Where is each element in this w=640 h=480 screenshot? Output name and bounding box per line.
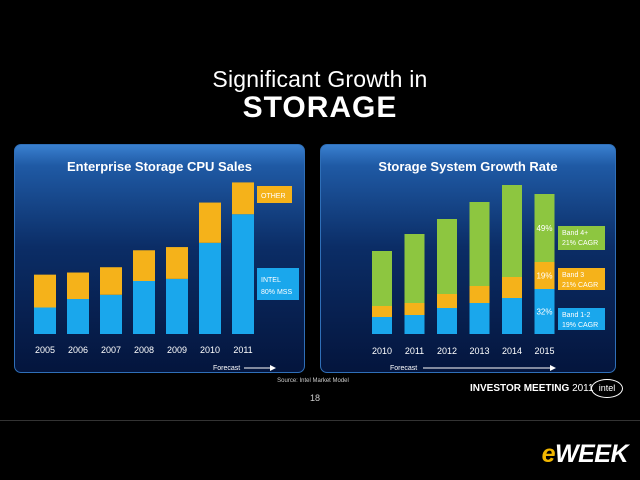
chart-title-cpu-sales: Enterprise Storage CPU Sales bbox=[67, 159, 252, 174]
chart-title-growth-rate: Storage System Growth Rate bbox=[378, 159, 558, 174]
legend-sublabel-band-4-: 21% CAGR bbox=[562, 240, 598, 247]
cpu-sales-bar-2010-other bbox=[199, 202, 221, 243]
growth-rate-bar-2014-band-3 bbox=[502, 277, 522, 298]
forecast-label: Forecast bbox=[213, 365, 240, 372]
page-number: 18 bbox=[309, 393, 320, 403]
growth-rate-x-tick-label: 2015 bbox=[534, 346, 554, 356]
growth-rate-x-tick-label: 2011 bbox=[405, 346, 424, 356]
cpu-sales-bar-2005-intel bbox=[34, 307, 56, 334]
growth-rate-bar-2010-band-4- bbox=[372, 251, 392, 306]
footer-event-name: INVESTOR MEETING bbox=[470, 383, 570, 394]
cpu-sales-x-tick-label: 2009 bbox=[167, 345, 187, 355]
growth-rate-x-tick-label: 2013 bbox=[469, 346, 489, 356]
growth-rate-bar-2012-band-1-2 bbox=[437, 308, 457, 334]
growth-rate-bar-2011-band-1-2 bbox=[404, 315, 425, 334]
cpu-sales-bar-2006-other bbox=[67, 272, 89, 300]
chart-cpu-sales: 2005 2006 2007 2008 2009 2010 2011 OTHER INTEL 80… bbox=[34, 182, 299, 372]
growth-rate-bar-2010-band-1-2 bbox=[372, 317, 392, 334]
bar-label-2015-band-4-: 49% bbox=[536, 224, 552, 233]
legend-sublabel-intel: 80% MSS bbox=[261, 289, 292, 296]
cpu-sales-bar-2007-other bbox=[100, 267, 122, 295]
legend-sublabel-band-1-2: 19% CAGR bbox=[562, 322, 598, 329]
footer-event-year: 2011 bbox=[572, 383, 594, 394]
legend-label-other: OTHER bbox=[261, 193, 286, 200]
forecast-label-2: Forecast bbox=[390, 365, 417, 372]
eweek-watermark: eWEEK bbox=[541, 440, 629, 469]
growth-rate-bar-2014-band-4- bbox=[502, 185, 522, 277]
eweek-e: e bbox=[541, 440, 556, 468]
cpu-sales-bar-2011-other bbox=[232, 182, 254, 215]
cpu-sales-bar-2007-intel bbox=[100, 294, 122, 334]
eweek-rest: WEEK bbox=[555, 440, 629, 468]
legend-box-band-3 bbox=[558, 268, 605, 290]
forecast-arrow-head bbox=[270, 365, 276, 371]
growth-rate-x-tick-label: 2010 bbox=[372, 346, 392, 356]
growth-rate-bar-2014-band-1-2 bbox=[502, 298, 522, 334]
legend-label-band-4-: Band 4+ bbox=[562, 230, 588, 237]
growth-rate-bar-2015-band-4- bbox=[534, 194, 555, 262]
cpu-sales-x-tick-label: 2011 bbox=[233, 345, 252, 355]
growth-rate-bar-2013-band-4- bbox=[469, 202, 490, 286]
cpu-sales-bar-2009-other bbox=[166, 247, 188, 279]
growth-rate-bar-2013-band-3 bbox=[469, 286, 490, 303]
legend-sublabel-band-3: 21% CAGR bbox=[562, 282, 598, 289]
legend-label-intel: INTEL bbox=[261, 277, 281, 284]
growth-rate-x-tick-label: 2012 bbox=[437, 346, 457, 356]
growth-rate-bar-2010-band-3 bbox=[372, 306, 392, 317]
legend-box-band-4- bbox=[558, 226, 605, 250]
cpu-sales-x-tick-label: 2006 bbox=[68, 345, 88, 355]
legend-box-intel bbox=[257, 268, 299, 300]
legend-box-other bbox=[257, 186, 292, 203]
panel-cpu-sales: Enterprise Storage CPU Sales bbox=[14, 144, 305, 373]
growth-rate-bar-2011-band-4- bbox=[404, 234, 425, 303]
cpu-sales-x-tick-label: 2010 bbox=[200, 345, 220, 355]
growth-rate-bar-2015-band-3 bbox=[534, 262, 555, 289]
source-note: Source: Intel Market Model bbox=[277, 378, 349, 384]
panel-growth-rate: Storage System Growth Rate bbox=[320, 144, 616, 373]
growth-rate-bar-2015-band-1-2 bbox=[534, 289, 555, 334]
intel-logo: intel bbox=[591, 379, 623, 398]
slide-title: Significant Growth in bbox=[212, 66, 428, 92]
legend-label-band-1-2: Band 1-2 bbox=[562, 312, 591, 319]
bar-label-2015-band-3: 19% bbox=[536, 272, 552, 281]
slide-title-emphasis: STORAGE bbox=[242, 91, 398, 124]
cpu-sales-bar-2008-other bbox=[133, 250, 155, 281]
slide: Significant Growth in STORAGE Enterprise… bbox=[0, 66, 640, 421]
cpu-sales-bar-2008-intel bbox=[133, 281, 155, 334]
growth-rate-x-tick-label: 2014 bbox=[502, 346, 522, 356]
cpu-sales-x-tick-label: 2007 bbox=[101, 345, 121, 355]
growth-rate-bar-2012-band-3 bbox=[437, 294, 457, 308]
cpu-sales-bar-2009-intel bbox=[166, 278, 188, 334]
forecast-arrow-head-2 bbox=[550, 365, 556, 371]
bar-label-2015-band-1-2: 32% bbox=[536, 308, 552, 317]
cpu-sales-bar-2011-intel bbox=[232, 214, 254, 334]
legend-box-band-1-2 bbox=[558, 308, 605, 330]
cpu-sales-x-tick-label: 2005 bbox=[35, 345, 55, 355]
cpu-sales-bar-2005-other bbox=[34, 274, 56, 308]
growth-rate-bar-2012-band-4- bbox=[437, 219, 457, 294]
chart-growth-rate: 2010 2011 2012 2013 2014 2015 32% 19% 49% Band 1-… bbox=[372, 185, 605, 372]
cpu-sales-x-tick-label: 2008 bbox=[134, 345, 154, 355]
cpu-sales-bar-2010-intel bbox=[199, 242, 221, 334]
cpu-sales-bar-2006-intel bbox=[67, 299, 89, 334]
footer-event: INVESTOR MEETING 2011 bbox=[470, 383, 594, 394]
growth-rate-bar-2013-band-1-2 bbox=[469, 303, 490, 334]
growth-rate-bar-2011-band-3 bbox=[404, 303, 425, 315]
legend-label-band-3: Band 3 bbox=[562, 272, 584, 279]
